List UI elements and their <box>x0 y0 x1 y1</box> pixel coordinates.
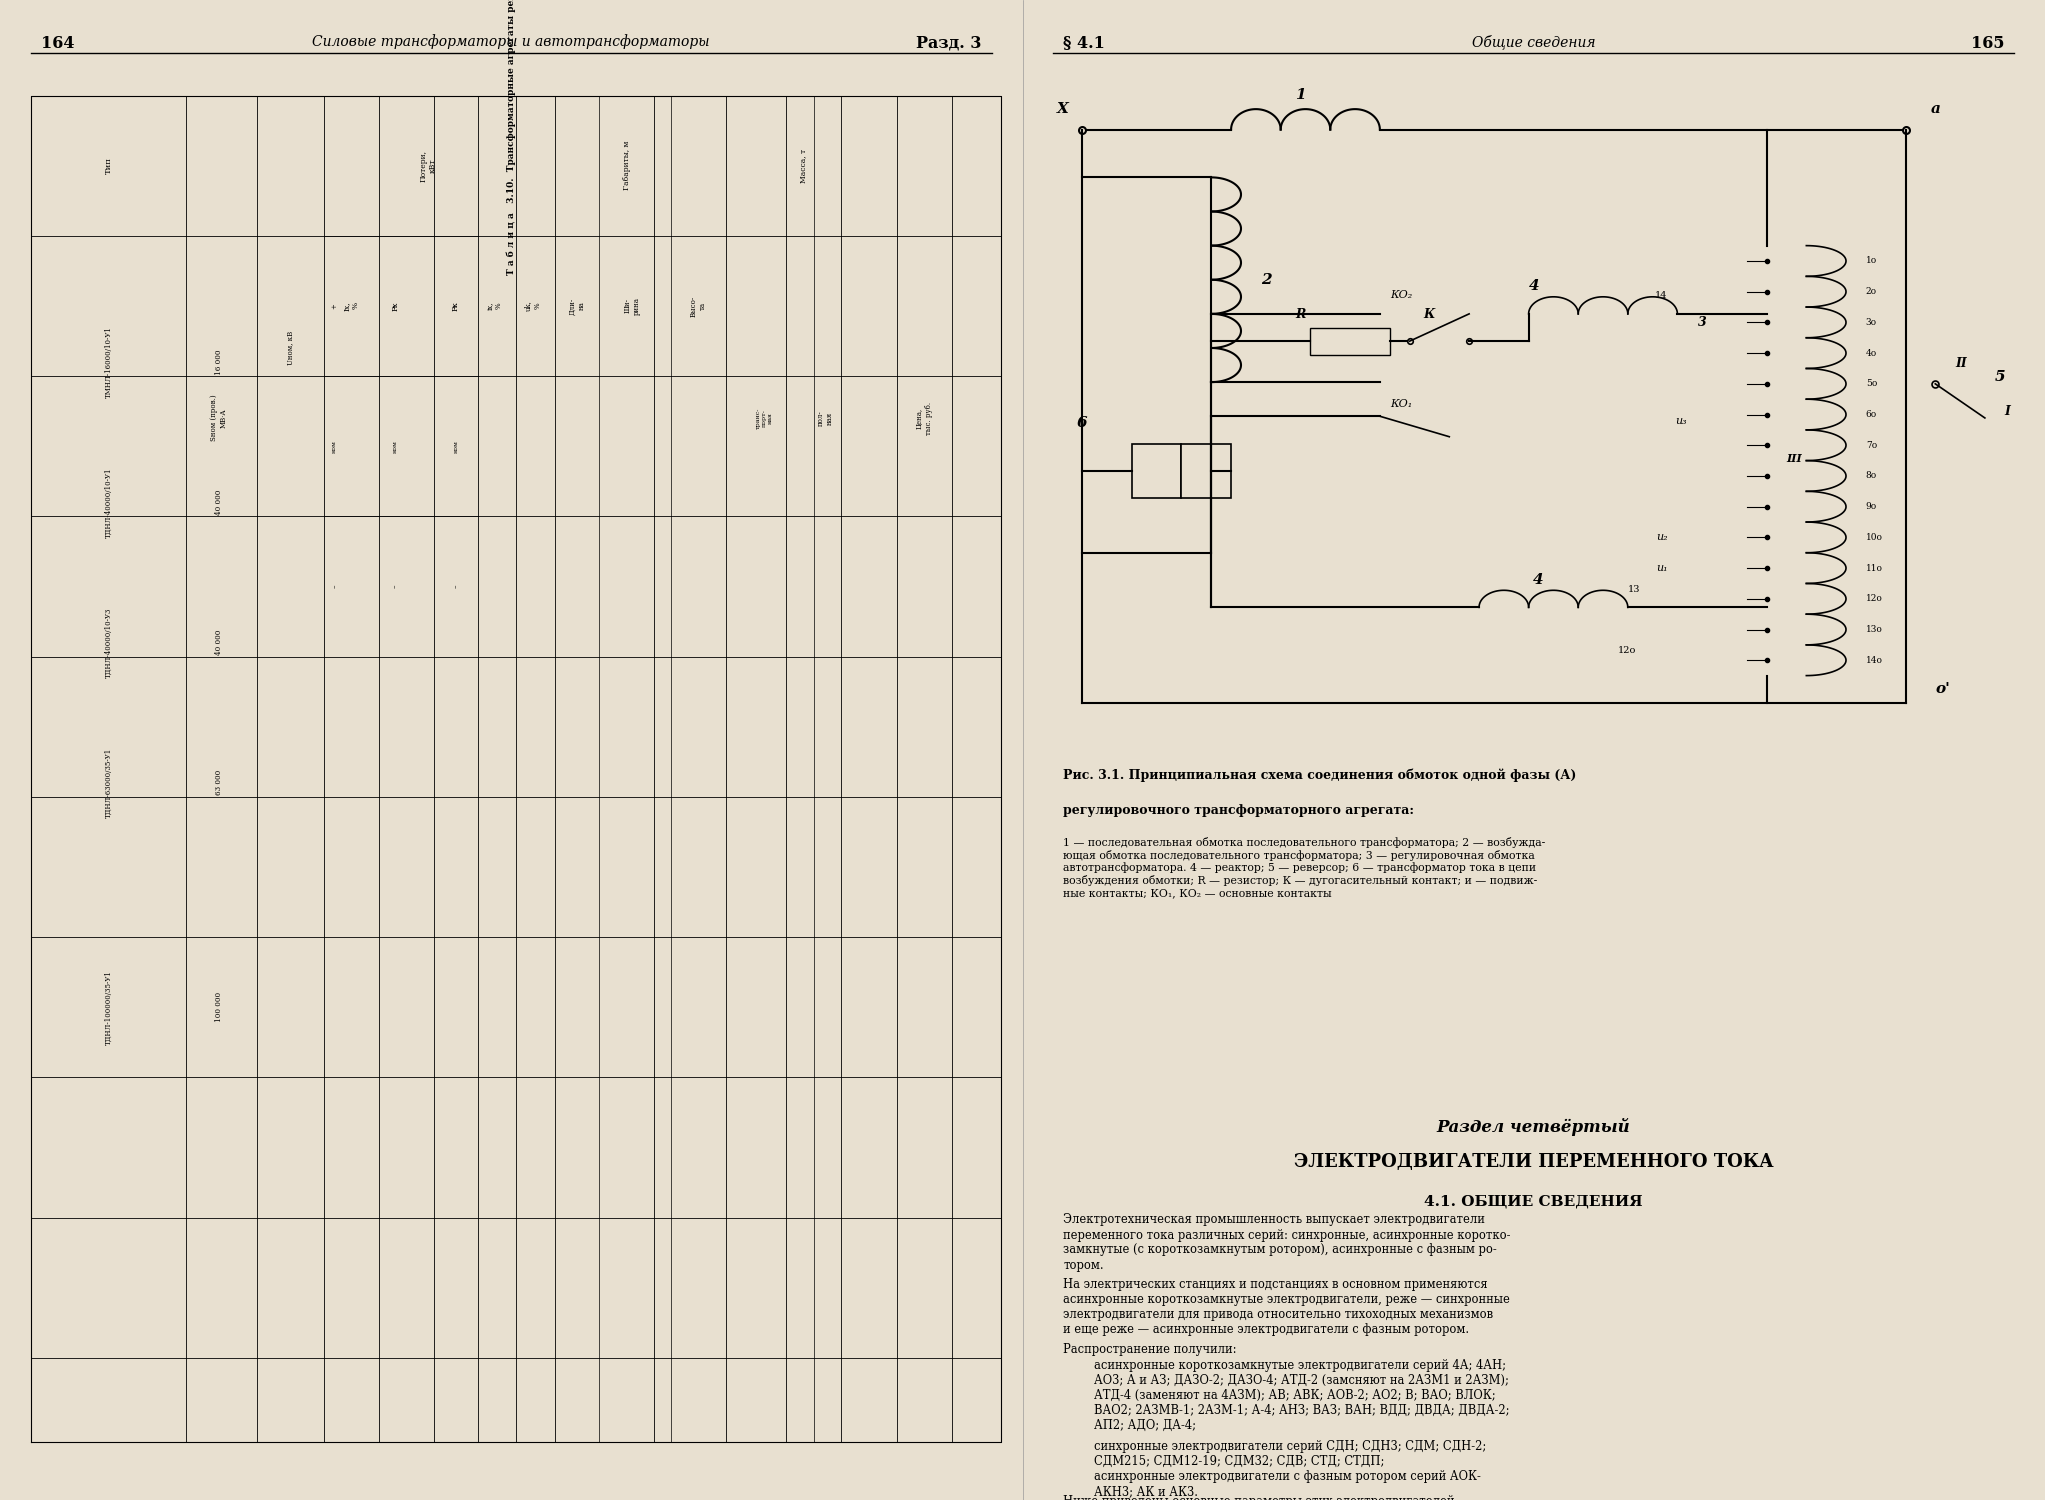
Text: На электрических станциях и подстанциях в основном применяются
асинхронные корот: На электрических станциях и подстанциях … <box>1063 1278 1511 1336</box>
Text: 13: 13 <box>1628 585 1640 594</box>
Text: X: X <box>1057 102 1067 116</box>
Text: u₁: u₁ <box>1656 562 1667 573</box>
Text: 14: 14 <box>1654 291 1667 300</box>
Text: 1 — последовательная обмотка последовательного трансформатора; 2 — возбужда-
юща: 1 — последовательная обмотка последовате… <box>1063 837 1546 897</box>
Text: 4: 4 <box>1534 573 1544 586</box>
Text: o': o' <box>1935 682 1951 696</box>
Text: 4o: 4o <box>1865 348 1877 357</box>
Bar <box>1131 444 1182 498</box>
Text: Раздел четвёртый: Раздел четвёртый <box>1438 1118 1630 1136</box>
Text: 4: 4 <box>1528 279 1540 294</box>
Text: ЭЛЕКТРОДВИГАТЕЛИ ПЕРЕМЕННОГО ТОКА: ЭЛЕКТРОДВИГАТЕЛИ ПЕРЕМЕННОГО ТОКА <box>1294 1154 1773 1172</box>
Text: –: – <box>452 585 460 588</box>
Text: ном: ном <box>331 440 337 453</box>
Text: асинхронные электродвигатели с фазным ротором серий АОК-
АКН3; АК и АК3.: асинхронные электродвигатели с фазным ро… <box>1094 1470 1481 1498</box>
Text: Силовые трансформаторы и автотрансформаторы: Силовые трансформаторы и автотрансформат… <box>313 34 710 50</box>
Text: транс-
порт-
ная: транс- порт- ная <box>757 408 773 429</box>
Text: 63 000: 63 000 <box>215 770 223 795</box>
Text: –: – <box>391 585 399 588</box>
Text: 13o: 13o <box>1865 626 1883 634</box>
Text: 1: 1 <box>1294 88 1307 102</box>
Text: ТДНЛ-100000/35-У1: ТДНЛ-100000/35-У1 <box>104 969 112 1044</box>
Text: Распространение получили:: Распространение получили: <box>1063 1342 1237 1356</box>
Text: Тип: Тип <box>104 158 112 174</box>
Bar <box>1311 327 1391 356</box>
Text: Рх: Рх <box>391 302 399 310</box>
Text: 9o: 9o <box>1865 503 1877 512</box>
Text: асинхронные короткозамкнутые электродвигатели серий 4А; 4АН;
АО3; А и АЗ; ДАЗО-2: асинхронные короткозамкнутые электродвиг… <box>1094 1359 1509 1432</box>
Text: +: + <box>391 303 399 309</box>
Text: Рк: Рк <box>452 302 460 310</box>
Text: 100 000: 100 000 <box>215 992 223 1022</box>
Text: КО₂: КО₂ <box>1391 290 1411 300</box>
Text: 5o: 5o <box>1865 380 1877 388</box>
Text: 5: 5 <box>1994 370 2006 384</box>
Text: синхронные электродвигатели серий СДН; СДН3; СДМ; СДН-2;
СДМ215; СДМ12-19; СДМ32: синхронные электродвигатели серий СДН; С… <box>1094 1440 1487 1468</box>
Text: регулировочного трансформаторного агрегата:: регулировочного трансформаторного агрега… <box>1063 804 1415 818</box>
Text: 2o: 2o <box>1865 286 1877 296</box>
Text: 3: 3 <box>1699 316 1708 328</box>
Text: 4.1. ОБЩИЕ СВЕДЕНИЯ: 4.1. ОБЩИЕ СВЕДЕНИЯ <box>1425 1194 1642 1208</box>
Bar <box>1182 444 1231 498</box>
Text: 14o: 14o <box>1865 656 1883 664</box>
Text: II: II <box>1955 357 1967 370</box>
Text: 165: 165 <box>1971 34 2004 51</box>
Text: uk,
%: uk, % <box>524 300 542 312</box>
Text: 10o: 10o <box>1865 532 1883 542</box>
Text: Общие сведения: Общие сведения <box>1472 34 1595 50</box>
Text: u₂: u₂ <box>1656 532 1667 543</box>
Text: Sном (пров.)
МВ·А: Sном (пров.) МВ·А <box>211 394 227 441</box>
Text: ТДНЛ-40000/10-У1: ТДНЛ-40000/10-У1 <box>104 466 112 537</box>
Text: a: a <box>1930 102 1941 116</box>
Text: ТДНЛ-63000/35-У1: ТДНЛ-63000/35-У1 <box>104 747 112 818</box>
Text: +: + <box>452 303 460 309</box>
Text: 12o: 12o <box>1618 646 1636 656</box>
Text: Ниже приведены основные параметры этих электродвигателей: Ниже приведены основные параметры этих э… <box>1063 1496 1454 1500</box>
Text: 6: 6 <box>1078 416 1088 430</box>
Text: iх,
%: iх, % <box>487 302 503 310</box>
Text: III: III <box>1787 453 1802 465</box>
Text: пол-
ная: пол- ная <box>816 411 834 426</box>
Text: u₃: u₃ <box>1675 417 1687 426</box>
Text: Uном, кВ: Uном, кВ <box>286 332 294 364</box>
Text: Цена,
тыс. руб.: Цена, тыс. руб. <box>916 402 933 435</box>
Text: Т а б л и ц а   3.10.  Трансформаторные агрегаты регулировочные 6—35 кВ: Т а б л и ц а 3.10. Трансформаторные агр… <box>507 0 515 274</box>
Text: Рис. 3.1. Принципиальная схема соединения обмоток одной фазы (А): Рис. 3.1. Принципиальная схема соединени… <box>1063 768 1577 782</box>
Text: 2: 2 <box>1262 273 1272 286</box>
Text: Габариты, м: Габариты, м <box>622 141 630 190</box>
Text: 12o: 12o <box>1865 594 1883 603</box>
Text: I: I <box>2004 405 2010 417</box>
Text: +: + <box>331 303 339 309</box>
Text: 164: 164 <box>41 34 74 51</box>
Text: Масса, т: Масса, т <box>800 148 808 183</box>
Text: ном: ном <box>393 440 397 453</box>
Text: КО₁: КО₁ <box>1391 399 1411 410</box>
Text: 6o: 6o <box>1865 410 1877 419</box>
Text: Iх,
%: Iх, % <box>342 302 360 310</box>
Text: 1o: 1o <box>1865 256 1877 265</box>
Text: 3o: 3o <box>1865 318 1877 327</box>
Text: ном: ном <box>454 440 458 453</box>
Text: 16 000: 16 000 <box>215 350 223 375</box>
Text: Дли-
на: Дли- на <box>569 297 585 315</box>
Text: 40 000: 40 000 <box>215 630 223 656</box>
Text: Высо-
та: Высо- та <box>689 296 708 316</box>
Text: § 4.1: § 4.1 <box>1063 34 1104 51</box>
Text: ТДНЛ-40000/10-У3: ТДНЛ-40000/10-У3 <box>104 608 112 678</box>
Text: 7o: 7o <box>1865 441 1877 450</box>
Text: –: – <box>331 585 339 588</box>
Text: Ши-
рина: Ши- рина <box>624 297 640 315</box>
Text: 8o: 8o <box>1865 471 1877 480</box>
Text: 11o: 11o <box>1865 564 1883 573</box>
Text: R: R <box>1294 308 1305 321</box>
Text: Потери,
кВт: Потери, кВт <box>419 150 438 182</box>
Text: 40 000: 40 000 <box>215 489 223 514</box>
Text: Электротехническая промышленность выпускает электродвигатели
переменного тока ра: Электротехническая промышленность выпуск… <box>1063 1214 1511 1272</box>
Text: Разд. 3: Разд. 3 <box>916 34 982 51</box>
Text: К: К <box>1423 308 1436 321</box>
Text: ТМНЛ-16000/10-У1: ТМНЛ-16000/10-У1 <box>104 326 112 398</box>
